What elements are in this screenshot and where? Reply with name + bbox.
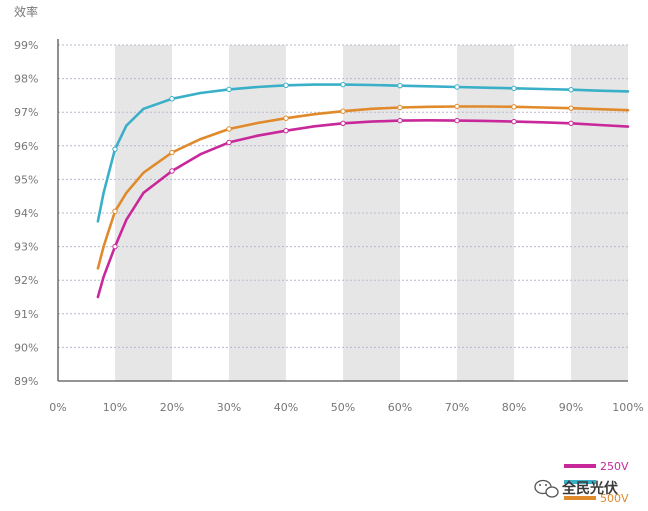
data-point xyxy=(568,120,574,126)
data-point xyxy=(112,208,118,215)
data-point xyxy=(454,84,460,90)
watermark: 全民光伏 xyxy=(534,479,618,498)
band-70 xyxy=(457,45,514,381)
x-tick-label: 90% xyxy=(559,401,583,414)
data-point xyxy=(169,149,175,156)
y-tick-label: 89% xyxy=(14,375,38,388)
data-point xyxy=(226,126,232,132)
series-line-0 xyxy=(96,119,630,299)
y-tick-label: 97% xyxy=(14,106,38,119)
x-tick-label: 70% xyxy=(445,401,469,414)
data-point xyxy=(397,117,403,124)
data-point xyxy=(283,127,289,134)
data-point xyxy=(169,168,175,174)
y-tick-label: 93% xyxy=(14,241,38,254)
wechat-icon xyxy=(534,479,559,498)
x-tick-labels: 0% 10% 20% 30% 40% 50% 60% 70% 80% 90% 100% xyxy=(49,401,643,414)
data-point xyxy=(511,85,517,92)
x-tick-label: 60% xyxy=(388,401,412,414)
x-tick-label: 20% xyxy=(160,401,184,414)
y-tick-label: 91% xyxy=(14,308,38,321)
x-tick-label: 80% xyxy=(502,401,526,414)
y-tick-label: 98% xyxy=(14,73,38,86)
y-tick-labels: 89% 90% 91% 92% 93% 94% 95% 96% 97% 98% 99% xyxy=(14,39,38,388)
x-tick-label: 100% xyxy=(612,401,643,414)
data-point xyxy=(454,103,460,110)
y-axis-label: 效率 xyxy=(14,4,38,19)
x-tick-label: 30% xyxy=(217,401,241,414)
x-tick-label: 10% xyxy=(103,401,127,414)
data-point xyxy=(283,115,289,121)
data-point xyxy=(568,105,574,111)
data-point xyxy=(283,82,289,89)
legend-label: 500V xyxy=(600,492,629,505)
data-point xyxy=(511,104,517,110)
y-tick-label: 99% xyxy=(14,39,38,52)
data-point xyxy=(226,139,232,146)
y-tick-label: 92% xyxy=(14,274,38,287)
data-point xyxy=(568,86,574,93)
series-group xyxy=(96,81,630,299)
data-point xyxy=(397,82,403,89)
data-point xyxy=(511,118,517,125)
y-tick-label: 90% xyxy=(14,341,38,354)
watermark-text: 全民光伏 xyxy=(561,480,618,497)
x-tick-label: 40% xyxy=(274,401,298,414)
data-point xyxy=(112,146,118,152)
legend-label: 250V xyxy=(600,460,629,473)
band-30 xyxy=(229,45,286,381)
data-point xyxy=(397,104,403,111)
data-point xyxy=(169,96,175,102)
series-line-1 xyxy=(96,83,630,223)
data-point xyxy=(340,120,346,126)
x-tick-label: 0% xyxy=(49,401,66,414)
data-point xyxy=(112,243,118,250)
y-tick-label: 94% xyxy=(14,207,38,220)
data-point xyxy=(340,81,346,88)
data-point xyxy=(340,108,346,114)
data-point xyxy=(226,86,232,93)
series-line-2 xyxy=(96,105,630,270)
axes xyxy=(57,39,628,382)
y-tick-label: 96% xyxy=(14,140,38,153)
y-tick-label: 95% xyxy=(14,173,38,186)
x-tick-label: 50% xyxy=(331,401,355,414)
data-point xyxy=(454,117,460,124)
legend: 250V 500V xyxy=(564,460,629,505)
